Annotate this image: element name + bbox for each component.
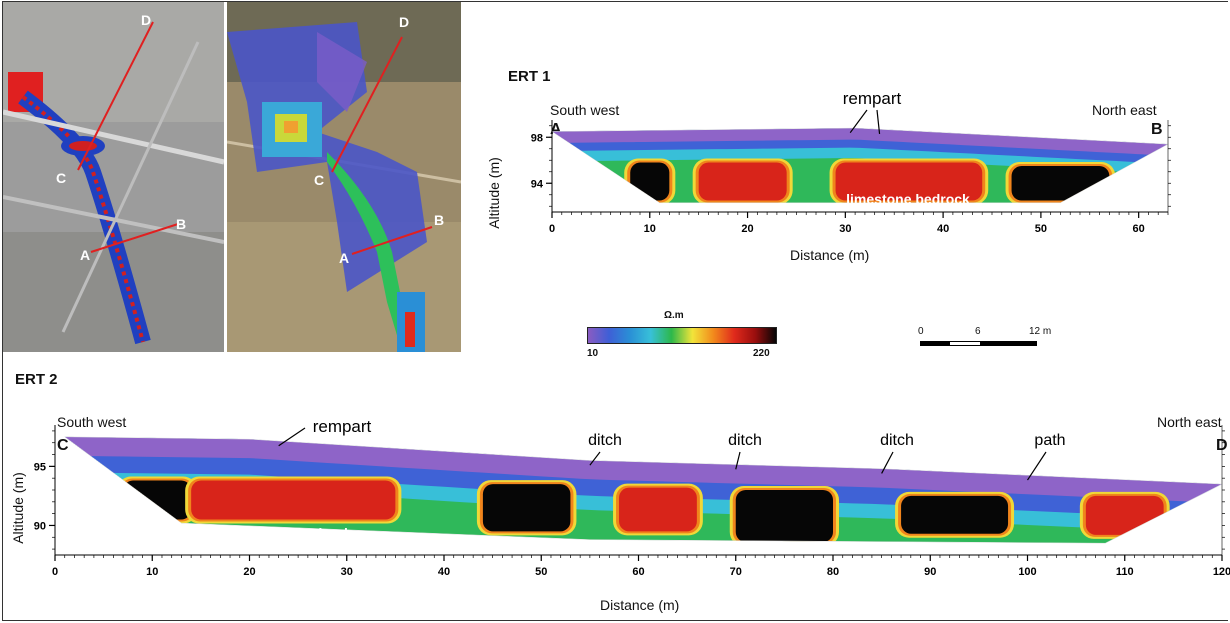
ert1-end-direction: North east (1092, 102, 1157, 118)
resistive-body (735, 490, 833, 542)
path-annotation: path (1034, 432, 1065, 449)
aerial-resistivity-image (227, 2, 461, 352)
scale-segment-1 (920, 341, 950, 346)
resistive-body (1011, 166, 1110, 201)
point-a-label: A (80, 247, 91, 263)
x-tick-label: 100 (1018, 566, 1036, 578)
point-d-label: D (141, 12, 152, 28)
ert1-start-direction: South west (550, 102, 620, 118)
scale-segment-2 (950, 341, 980, 346)
point-a-label-2: A (339, 250, 350, 266)
resistive-body (698, 162, 787, 201)
x-tick-label: 90 (924, 566, 936, 578)
ert2-x-axis-label: Distance (m) (600, 597, 680, 613)
x-tick-label: 50 (1035, 223, 1047, 235)
x-tick-label: 30 (839, 223, 851, 235)
x-tick-label: 50 (535, 566, 547, 578)
point-c-label-2: C (314, 172, 325, 188)
y-tick-label: 98 (531, 132, 543, 144)
x-tick-label: 0 (549, 223, 555, 235)
resistivity-legend: Ω.m 10 220 (587, 310, 777, 362)
x-tick-label: 30 (341, 566, 353, 578)
x-tick-label: 60 (1133, 223, 1145, 235)
y-tick-label: 95 (34, 461, 46, 473)
annotation-leader (849, 109, 868, 134)
legend-min: 10 (587, 348, 599, 359)
x-tick-label: 60 (632, 566, 644, 578)
x-tick-label: 110 (1116, 566, 1134, 578)
x-tick-label: 80 (827, 566, 839, 578)
point-b-label-2: B (434, 212, 445, 228)
section-outline (551, 127, 1169, 204)
x-tick-label: 40 (438, 566, 450, 578)
scale-tick-12: 12 m (1029, 326, 1052, 337)
ert2-start-direction: South west (57, 414, 127, 430)
x-tick-label: 20 (741, 223, 753, 235)
limestone-annotation: limestone bedrock (846, 191, 970, 207)
ert2-start-point: C (57, 437, 69, 454)
x-tick-label: 20 (243, 566, 255, 578)
x-tick-label: 10 (146, 566, 158, 578)
ert2-title: ERT 2 (15, 371, 58, 388)
ert2-section: 0 10 20 30 40 50 60 70 80 90 100 110 120 90 95 rempart d… (34, 417, 1230, 578)
resistive-body (123, 480, 192, 520)
resistive-body (630, 162, 670, 201)
annotation-leader (876, 109, 881, 134)
purple-layer (552, 128, 1168, 156)
resistive-body (835, 162, 983, 201)
point-c-label: C (56, 170, 67, 186)
x-tick-label: 120 (1213, 566, 1230, 578)
limestone-annotation-2: limestone bedrock (228, 525, 352, 541)
resistive-body (1085, 495, 1164, 535)
resistive-body (482, 484, 571, 532)
point-b-label: B (176, 216, 187, 232)
aerial-resistivity-photo: D C B A (227, 2, 461, 352)
legend-max: 220 (753, 348, 770, 359)
ditch-annotation-2: ditch (728, 432, 762, 449)
resistive-body (191, 480, 396, 520)
resistive-body (901, 495, 1009, 534)
resistive-body (619, 487, 697, 532)
magnetic-map-photo: D C B A (3, 2, 224, 352)
rempart-annotation-2: rempart (313, 417, 372, 436)
scale-segment-3 (980, 341, 1037, 346)
x-tick-label: 70 (730, 566, 742, 578)
ditch-annotation-3: ditch (880, 432, 914, 449)
scale-bar: 0 6 12 m (918, 326, 1058, 350)
legend-unit: Ω.m (664, 310, 684, 321)
y-tick-label: 94 (531, 178, 544, 190)
y-tick-label: 90 (34, 520, 46, 532)
ert1-x-axis-label: Distance (m) (790, 247, 870, 263)
annotation-leader (1026, 451, 1047, 481)
annotation-leader (735, 451, 741, 470)
ditch-annotation-1: ditch (588, 432, 622, 449)
scale-tick-6: 6 (975, 326, 981, 337)
ert1-end-point: B (1151, 121, 1163, 138)
magnetic-map-image (3, 2, 224, 352)
rempart-annotation: rempart (843, 89, 902, 108)
annotation-leader (589, 451, 601, 466)
x-tick-label: 10 (644, 223, 656, 235)
ert1-title: ERT 1 (508, 68, 551, 85)
annotation-leader (278, 427, 306, 447)
x-tick-label: 0 (52, 566, 58, 578)
point-d-label-2: D (399, 14, 410, 30)
ert2-end-direction: North east (1157, 414, 1222, 430)
ert1-start-point: A (550, 121, 562, 138)
annotation-leader (881, 451, 894, 474)
x-tick-label: 40 (937, 223, 949, 235)
ert1-section: 0 10 20 30 40 50 60 94 98 rempart limestone bedroc… (531, 89, 1171, 235)
legend-color-bar (587, 327, 777, 344)
scale-tick-0: 0 (918, 326, 924, 337)
